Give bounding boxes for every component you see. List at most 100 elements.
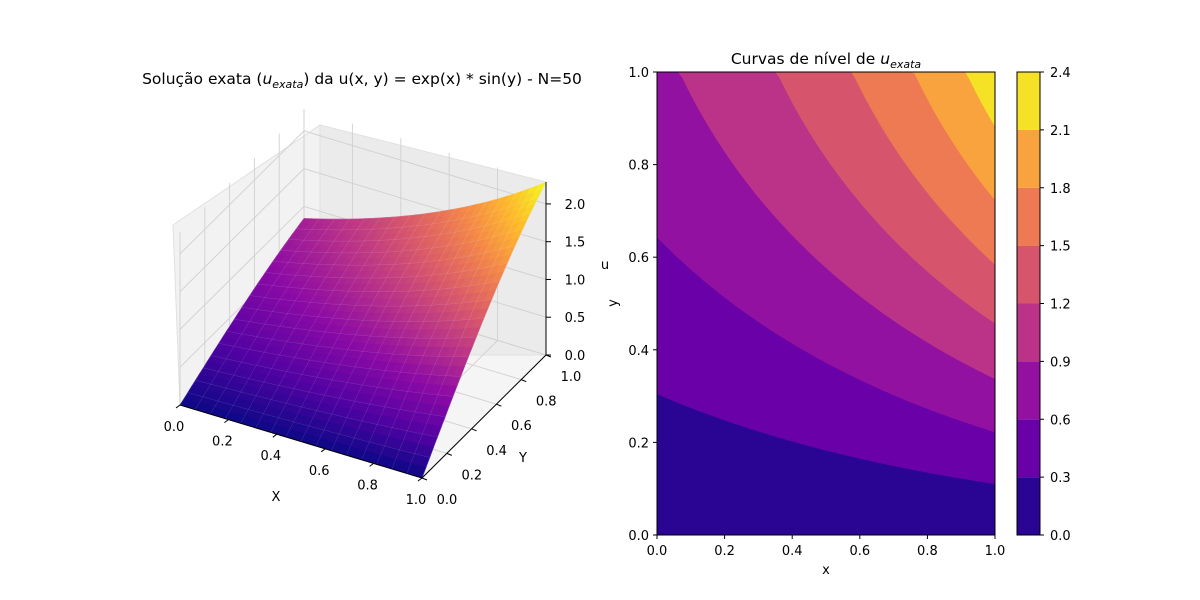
surface-gridline [346,205,471,456]
surface-gridline [331,208,456,451]
surface-gridline [296,196,539,231]
surface-gridline [226,330,469,357]
contour-y-ticks: 0.0 0.2 0.4 0.6 0.8 1.0 [628,66,657,544]
contour-x-tick-label: 0.0 [647,544,668,559]
contour-y-tick-label: 0.4 [628,344,649,359]
z-axis-ticks: 0.0 0.5 1.0 1.5 2.0 [546,198,585,364]
colorbar-tick-label: 2.1 [1050,124,1071,139]
surface-plot-title: Solução exata (uexata) da u(x, y) = exp(… [142,70,582,91]
y-tick-label: 0.4 [486,444,507,459]
surface-gridline [280,228,523,254]
colorbar-blocks [1017,72,1040,536]
contour-x-tick-label: 1.0 [985,544,1006,559]
y-tick [421,477,428,481]
surface-gridline [218,343,461,377]
x-tick-label: 0.8 [357,478,378,493]
title-var: u [262,70,272,88]
colorbar-tick-label: 0.9 [1050,355,1071,370]
contour-plot: Curvas de nível de uexata 0.0 0.2 0.4 0.6 0.… [606,50,1005,578]
y-tick [446,452,452,456]
title-prefix: Solução exata ( [142,70,262,88]
colorbar-block [1017,303,1040,362]
contour-x-tick-label: 0.4 [782,544,803,559]
x-tick-label: 0.2 [212,435,233,450]
surface-gridline [361,202,486,460]
contour-frame [656,71,996,536]
surface-gridline [270,216,395,433]
colorbar-tick-label: 1.2 [1050,298,1071,313]
surface-gridline [300,213,426,442]
z-tick-label: 1.5 [565,236,586,251]
contour-y-tick-label: 0.8 [628,159,649,174]
colorbar-tick-label: 2.4 [1050,66,1071,81]
surface-gridline [288,212,531,242]
contour-x-label: x [822,563,830,578]
colorbar-block [1017,361,1040,420]
y-tick-label: 0.6 [511,419,532,434]
contour-y-tick-label: 0.0 [628,529,649,544]
x-tick [175,404,181,409]
x-tick-label: 0.0 [164,420,185,435]
z-tick-label: 1.0 [565,273,586,288]
surface-gridline [315,211,441,447]
surface-gridline [376,197,501,465]
x-tick [320,448,326,453]
surface-gridline [234,318,477,339]
x-tick [417,477,423,482]
surface-gridline [265,262,508,279]
surface-gridline [421,182,547,479]
surface-gridline [241,307,485,322]
colorbar-tick-label: 0.6 [1050,413,1071,428]
x-tick [369,462,374,467]
surface-gridline [203,367,446,417]
y-axis-ticks: 0.00.2 0.4 0.6 0.8 1.0 [421,354,582,508]
colorbar-block [1017,245,1040,304]
colorbar-tick-label: 0.3 [1050,471,1071,486]
x-tick-label: 0.6 [309,464,330,479]
y-tick [496,403,502,407]
contour-x-ticks: 0.0 0.2 0.4 0.6 0.8 1.0 [647,535,1006,559]
y-tick-label: 0.0 [437,493,458,508]
contour-x-tick-label: 0.8 [917,544,938,559]
z-axis-label: u [601,258,609,273]
y-axis-line [421,354,547,479]
y-tick [521,379,527,383]
title-prefix: Curvas de nível de [731,50,880,68]
surface-gridline [406,187,532,474]
surface-gridline [187,392,430,458]
y-tick-label: 0.8 [536,395,557,410]
y-axis-label: Y [518,451,527,466]
y-tick-label: 1.0 [561,370,582,385]
contour-y-label: y [606,299,621,307]
surface-gridline [255,217,380,428]
colorbar-block [1017,187,1040,246]
surface-gridline [303,181,547,220]
surface-gridline [240,218,365,424]
surface-gridline [194,218,320,410]
surface-gridline [210,218,335,415]
contour-x-tick-label: 0.2 [714,544,735,559]
z-tick-label: 0.0 [565,349,586,364]
colorbar-tick-label: 0.0 [1050,529,1071,544]
x-tick [224,419,229,424]
colorbar: 0.0 0.3 0.6 0.9 1.2 1.5 1.8 2.1 2.4 [1016,66,1071,544]
colorbar-block [1017,129,1040,188]
colorbar-block [1017,477,1040,536]
contour-y-tick-label: 0.6 [628,251,649,266]
surface-gridline [285,215,411,438]
y-tick-label: 0.2 [461,468,482,483]
surface-mesh [179,181,547,479]
contour-fill [656,71,996,536]
surface-gridline [225,218,350,419]
surface-gridline [249,295,492,307]
x-axis-ticks: 0.0 0.2 0.4 0.6 0.8 1.0 [164,404,427,508]
x-axis-line [179,404,423,479]
title-sub: exata [272,78,303,91]
surface-gridline [257,280,500,292]
surface-gridline [272,245,516,266]
colorbar-ticks: 0.0 0.3 0.6 0.9 1.2 1.5 1.8 2.1 2.4 [1040,66,1071,544]
surface-gridline [391,193,516,469]
x-tick-label: 0.4 [260,449,281,464]
x-tick-label: 1.0 [406,493,427,508]
